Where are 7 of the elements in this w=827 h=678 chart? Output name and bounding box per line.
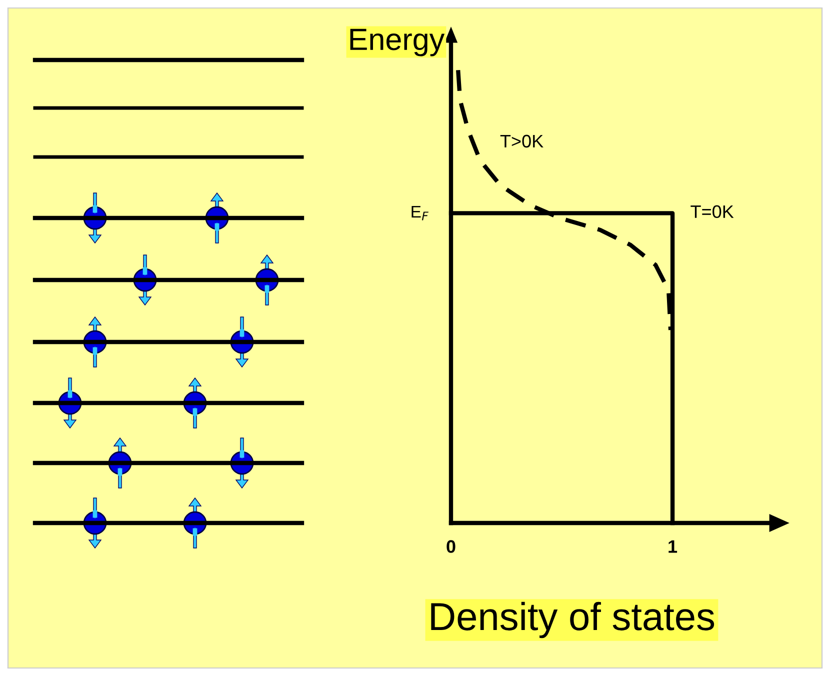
y-axis-title: Energy xyxy=(350,28,445,56)
x-tick-label: 1 xyxy=(668,540,678,553)
x-axis-title: Density of states xyxy=(431,602,714,638)
annotation: E$_{F}$ xyxy=(412,206,428,220)
x-tick-label: 0 xyxy=(446,540,456,553)
series-label: T>0K xyxy=(500,134,544,148)
series-label: T=0K xyxy=(690,205,734,218)
